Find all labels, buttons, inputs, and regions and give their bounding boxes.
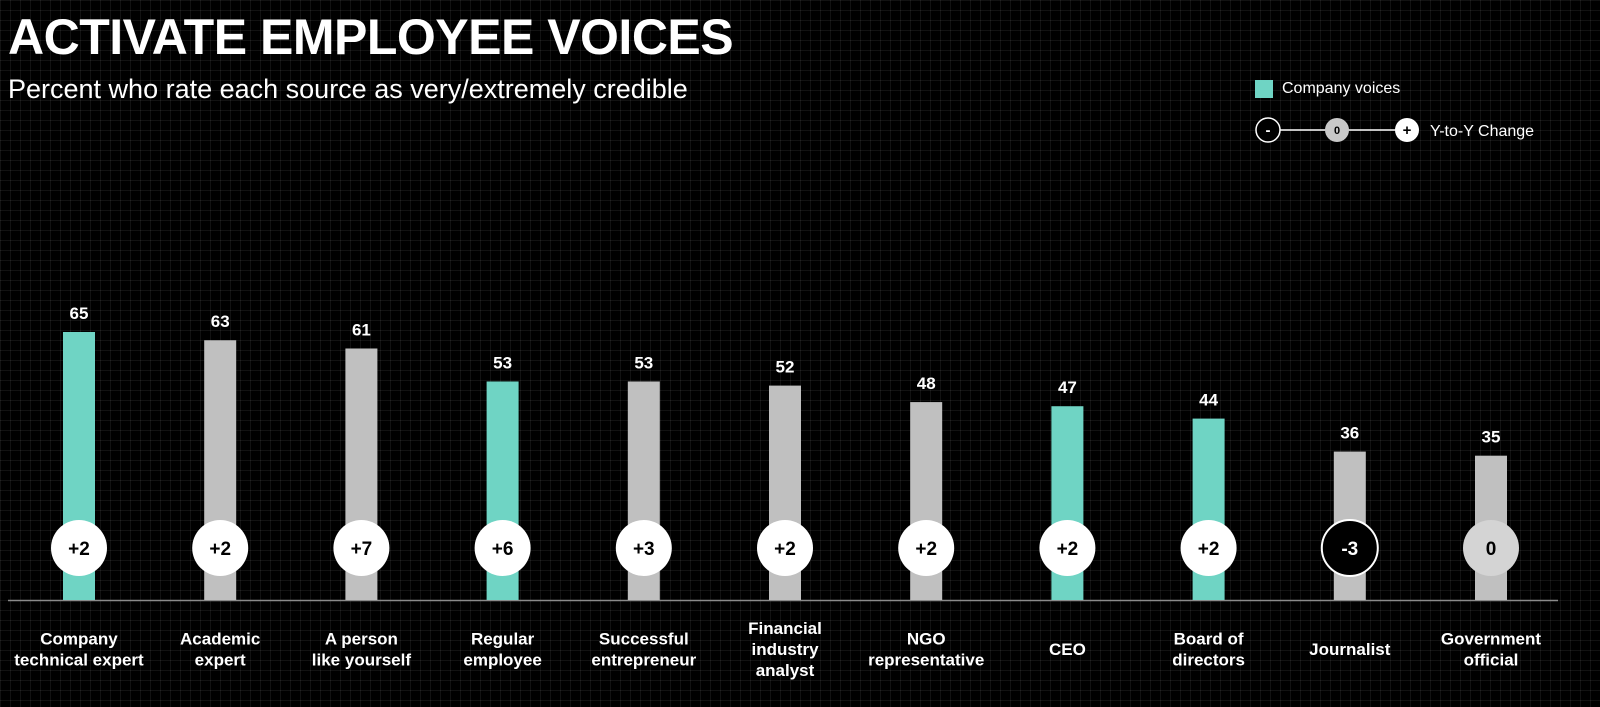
category-label: Financial [748, 619, 822, 638]
change-circle [333, 520, 390, 576]
change-circle [51, 520, 107, 576]
bar-value-label: 65 [70, 304, 89, 323]
bar-value-label: 47 [1058, 378, 1077, 397]
legend-minus-symbol: - [1266, 122, 1271, 139]
category-label: Government [1441, 630, 1541, 649]
legend-company-label: Company voices [1282, 80, 1401, 97]
change-circle [615, 520, 672, 576]
bar-value-label: 48 [917, 374, 936, 393]
bar-value-label: 52 [776, 358, 795, 377]
change-label: +2 [915, 539, 937, 560]
category-label: NGO [907, 630, 946, 649]
category-label: representative [868, 651, 984, 670]
category-label: Regular [471, 630, 535, 649]
chart-subtitle: Percent who rate each source as very/ext… [8, 74, 688, 104]
change-circle [1180, 520, 1237, 576]
category-label: CEO [1049, 640, 1086, 659]
chart-title: ACTIVATE EMPLOYEE VOICES [8, 9, 734, 65]
change-circle [192, 520, 249, 576]
category-label: Successful [599, 630, 689, 649]
category-label: like yourself [312, 651, 412, 670]
legend-plus-circle [1395, 118, 1419, 142]
change-label: +2 [774, 539, 796, 560]
change-circle [474, 520, 531, 576]
legend-zero-circle [1325, 118, 1349, 142]
change-circle [1039, 520, 1096, 576]
category-label: entrepreneur [591, 651, 696, 670]
change-label: +3 [633, 539, 655, 560]
category-label: A person [325, 630, 398, 649]
legend-company-swatch [1255, 80, 1273, 98]
change-label: +6 [492, 539, 514, 560]
bar-value-label: 36 [1340, 424, 1359, 443]
legend-plus-symbol: + [1403, 122, 1412, 139]
change-label: 0 [1486, 539, 1497, 560]
category-label: official [1464, 651, 1519, 670]
bar-value-label: 53 [493, 353, 512, 372]
category-label: analyst [756, 661, 815, 680]
change-label: +2 [1057, 539, 1079, 560]
legend-zero-symbol: 0 [1334, 125, 1340, 137]
change-label: +2 [1198, 539, 1220, 560]
legend-change-label: Y-to-Y Change [1430, 123, 1534, 140]
change-circle [1320, 519, 1379, 577]
category-label: employee [463, 651, 541, 670]
bar-value-label: 61 [352, 320, 371, 339]
change-circle [1463, 520, 1519, 576]
bar-value-label: 53 [634, 353, 653, 372]
legend: Company voices - 0 + Y-to-Y Change [1255, 78, 1595, 158]
category-label: technical expert [14, 651, 144, 670]
change-label: +2 [209, 539, 231, 560]
change-label: -3 [1341, 539, 1358, 560]
change-circle [757, 520, 813, 576]
category-label: Academic [180, 630, 260, 649]
category-label: Company [40, 630, 118, 649]
change-circle [898, 520, 955, 576]
change-label: +7 [351, 539, 373, 560]
change-label: +2 [68, 539, 90, 560]
bar-value-label: 63 [211, 312, 230, 331]
legend-change-scale: - 0 + Y-to-Y Change [1255, 117, 1534, 143]
legend-minus-circle [1255, 117, 1281, 143]
category-label: Board of [1174, 630, 1244, 649]
bar-value-label: 44 [1199, 391, 1218, 410]
category-label: directors [1172, 651, 1245, 670]
category-label: Journalist [1309, 640, 1391, 659]
legend-company-voices: Company voices [1255, 80, 1400, 98]
category-label: expert [195, 651, 246, 670]
bar-value-label: 35 [1482, 428, 1501, 447]
category-label: industry [751, 640, 819, 659]
